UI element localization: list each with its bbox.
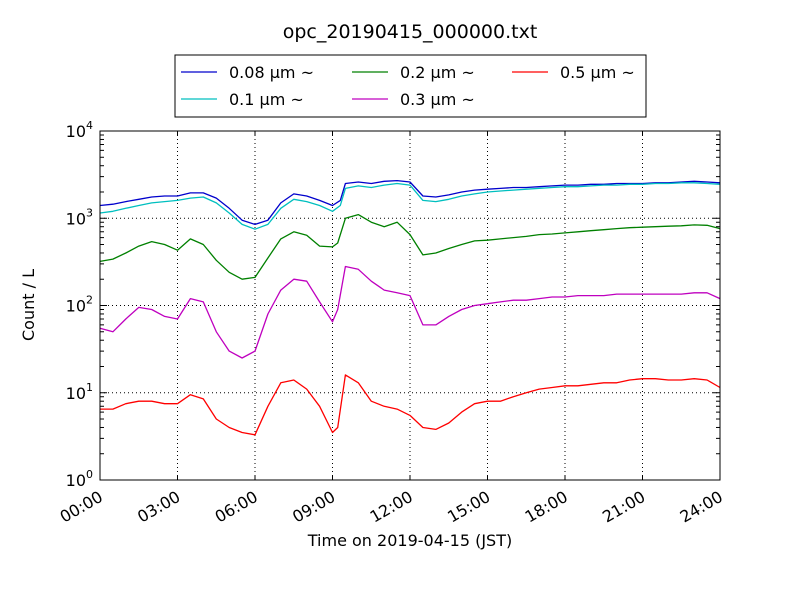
grid bbox=[100, 131, 720, 480]
chart-title: opc_20190415_000000.txt bbox=[283, 21, 538, 43]
series-line bbox=[99, 213, 721, 280]
series-line bbox=[99, 265, 721, 359]
legend-label: 0.1 μm ~ bbox=[229, 90, 304, 109]
y-tick-labels: 100 101 102 103 104 bbox=[66, 119, 93, 490]
x-axis-label: Time on 2019-04-15 (JST) bbox=[307, 531, 512, 550]
y-axis-label: Count / L bbox=[19, 269, 38, 341]
legend-box bbox=[174, 54, 647, 118]
y-tick-label: 100 bbox=[66, 468, 93, 490]
series-line bbox=[99, 182, 721, 230]
ticks bbox=[99, 130, 721, 481]
legend-label: 0.3 μm ~ bbox=[400, 90, 475, 109]
series-line bbox=[99, 179, 721, 226]
legend-label: 0.5 μm ~ bbox=[560, 63, 635, 82]
y-tick-label: 103 bbox=[66, 206, 93, 228]
series-line bbox=[100, 374, 721, 436]
y-tick-label: 101 bbox=[66, 381, 93, 403]
series-group bbox=[99, 179, 721, 436]
legend-label: 0.2 μm ~ bbox=[400, 63, 475, 82]
legend-label: 0.08 μm ~ bbox=[229, 63, 314, 82]
y-tick-label: 104 bbox=[66, 119, 93, 141]
y-tick-label: 102 bbox=[66, 294, 93, 316]
legend: 0.08 μm ~ 0.1 μm ~ 0.2 μm ~ 0.3 μm ~ 0.5 μm … bbox=[174, 54, 647, 118]
